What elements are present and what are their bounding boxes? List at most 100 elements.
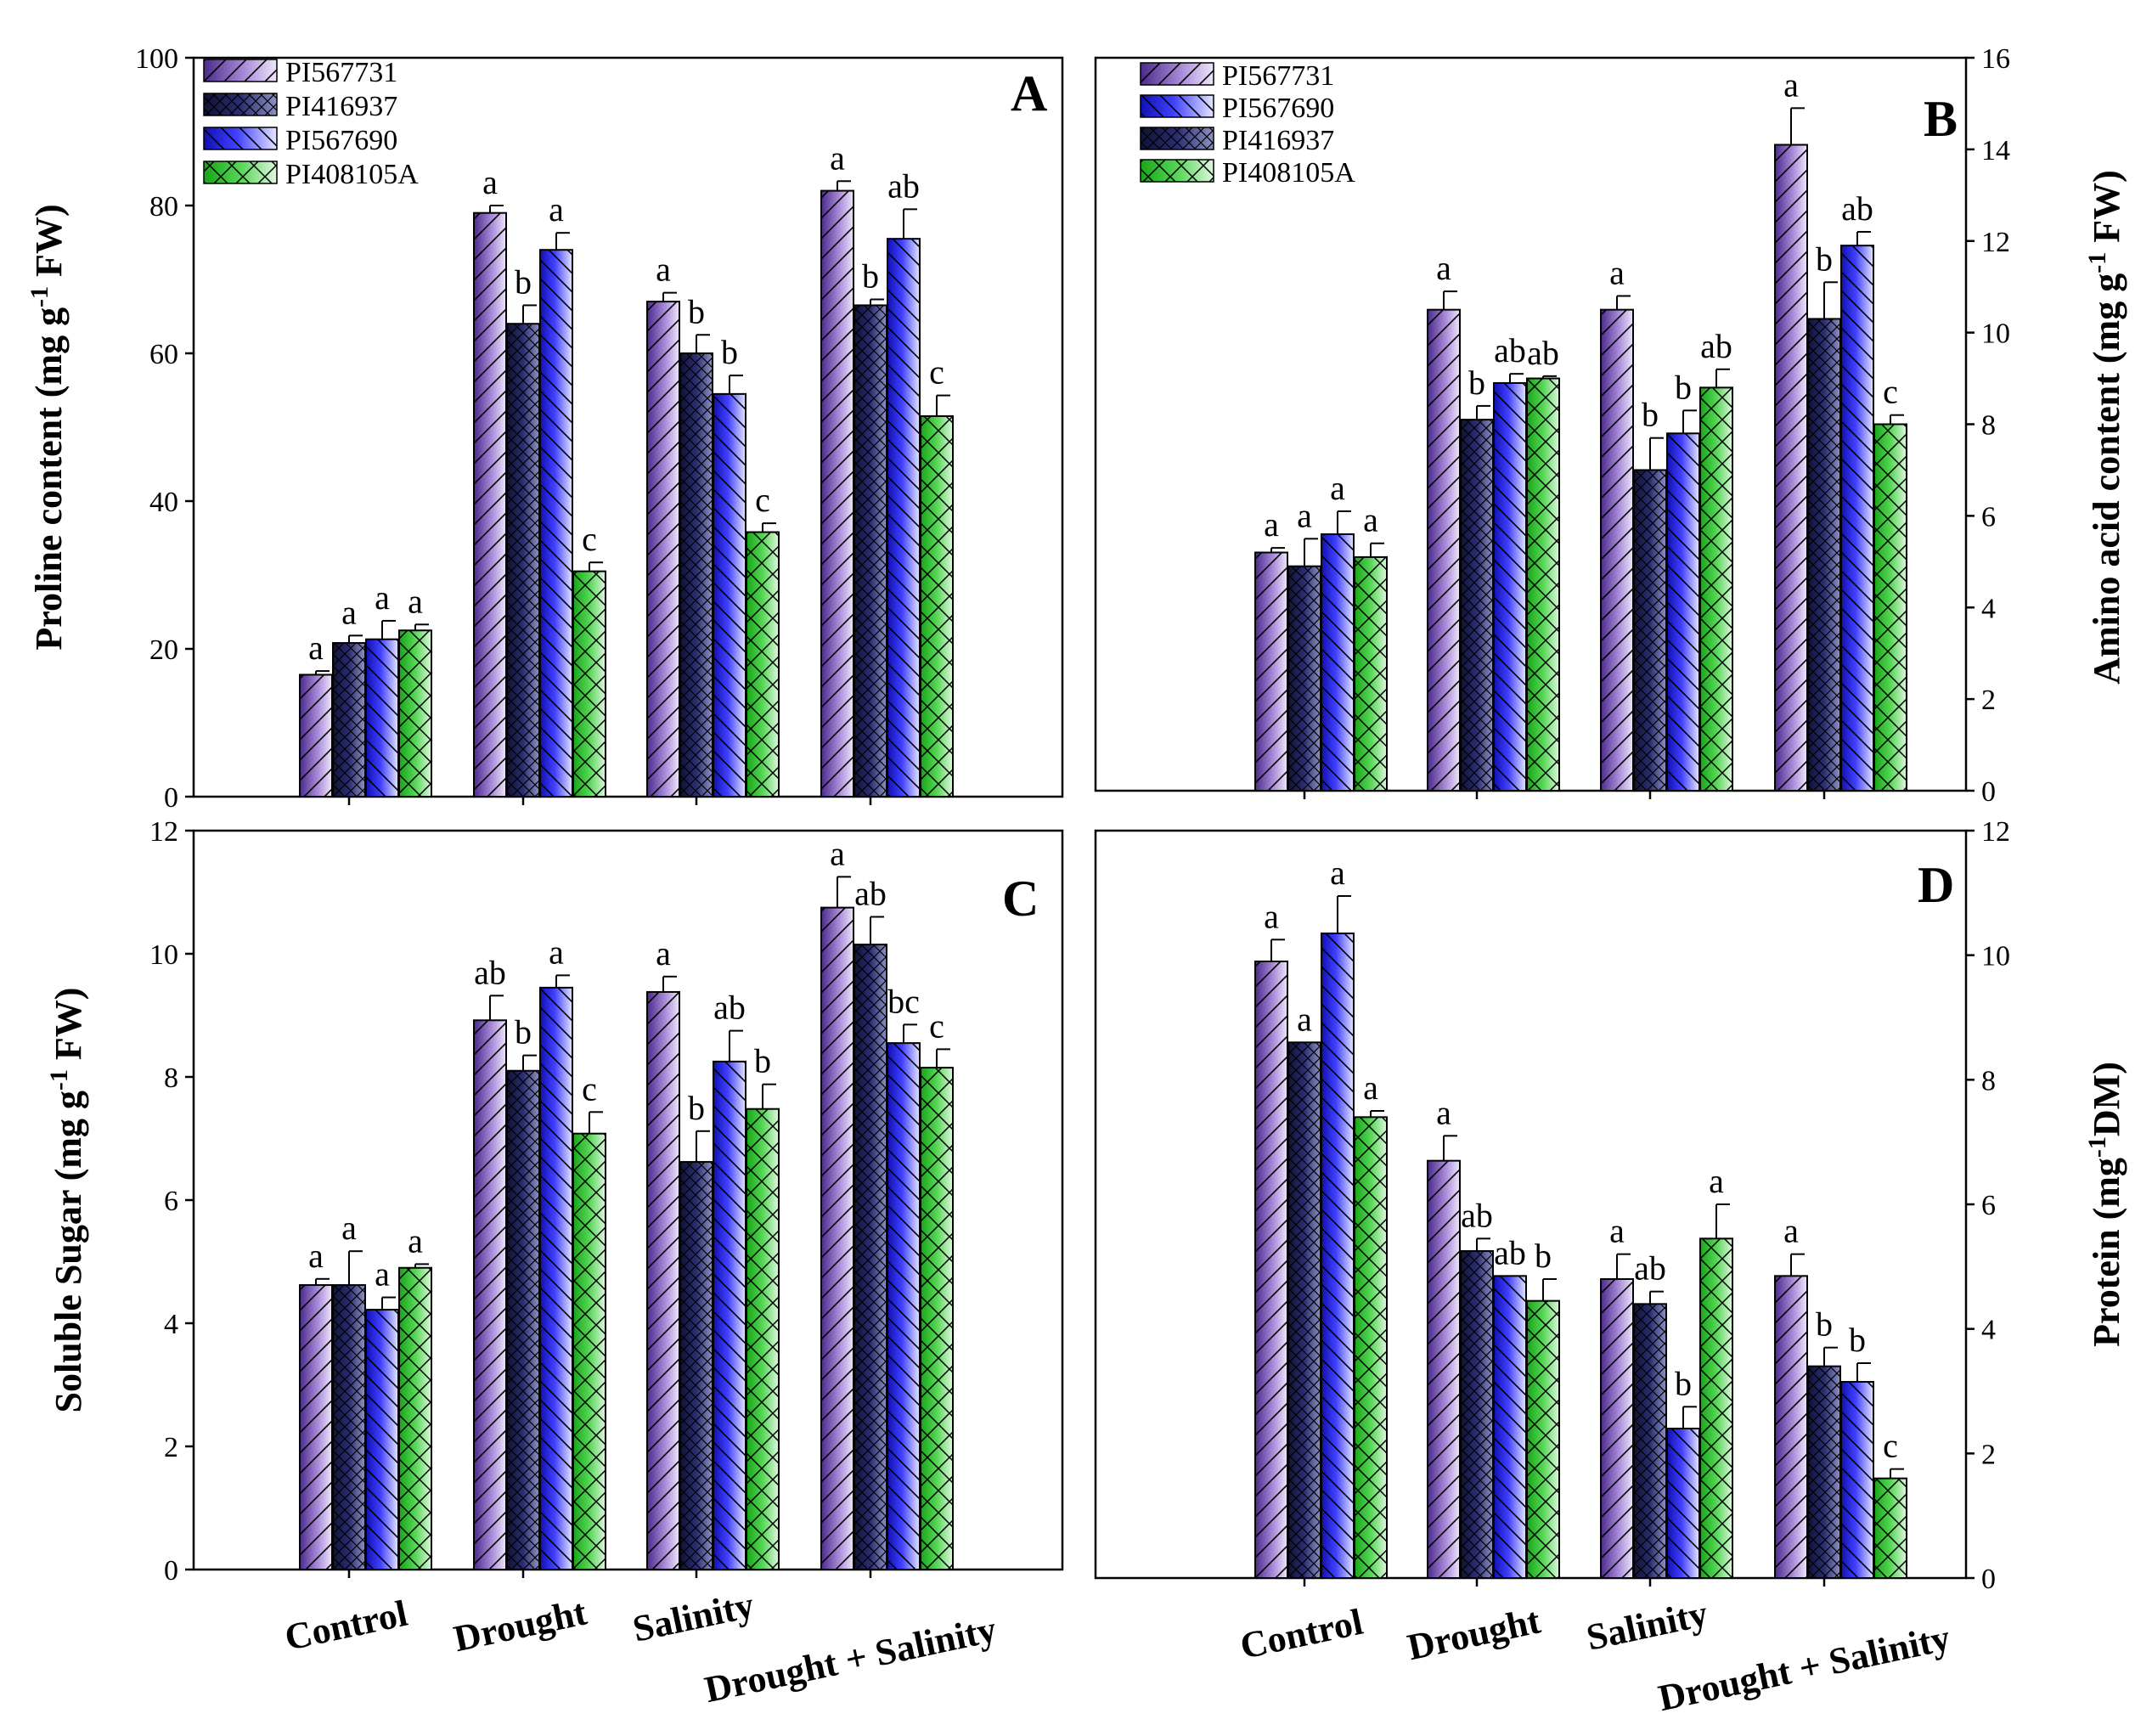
bar-hatch [1493,1275,1527,1580]
panel-a-significance-letter: c [755,481,770,519]
bar-hatch [473,1019,507,1571]
panel-d-bar-pi567731-control [1254,938,1288,1579]
bar-hatch [473,211,507,798]
panel-b-bar-pi567731-salinity [1600,295,1634,792]
bar-hatch [1699,386,1733,792]
panel-c-bar-pi567731-control [299,1277,333,1571]
panel-c-bar-pi567731-salinity [646,975,680,1570]
bar-hatch [1666,432,1700,792]
panel-c-bar-pi416937-salinity [679,1130,713,1571]
panel-d-bar-pi408105a-control [1354,1110,1388,1580]
bar-hatch [365,638,399,798]
legend-label: PI567731 [285,57,397,88]
panel-a-y-tick-label: 60 [149,339,178,370]
panel-b-bar-pi408105a-control [1354,542,1388,792]
panel-d-y-tick-label: 2 [1981,1439,1996,1470]
panel-d-significance-letter: b [1675,1364,1692,1402]
panel-a-bar-pi416937-drought [506,304,540,798]
bar-hatch [746,531,780,798]
legend-swatch [1140,127,1214,150]
panel-b-bar-pi416937-control [1287,538,1321,792]
panel-c-bar-pi416937-drought [506,1054,540,1570]
bar-hatch [746,1108,780,1570]
bar-hatch [679,352,713,798]
bar-hatch [1427,308,1461,792]
panel-a-significance-letter: a [375,578,390,617]
panel-b-significance-letter: c [1883,373,1898,411]
panel-d-letter: D [1918,857,1954,913]
legend-swatch [203,59,278,82]
panel-c-significance-letter: ab [474,953,506,991]
panel-a-significance-letter: a [308,628,324,667]
panel-d-y-tick-label: 12 [1981,816,2010,848]
legend-swatch [1140,159,1214,183]
bar-hatch [1460,1250,1494,1579]
panel-d-bar-pi416937-salinity [1633,1290,1667,1580]
panel-c-bar-pi567690-control [365,1296,399,1571]
panel-b-significance-letter: a [1436,249,1451,287]
panel-c-bar-pi567690-drought-salinity [887,1023,921,1570]
panel-c-bar-pi408105a-drought-salinity [920,1048,954,1570]
legend-label: PI408105A [285,159,419,190]
panel-a-significance-letter: b [688,292,705,330]
legend-label: PI567731 [1222,60,1334,92]
legend-swatch [203,127,278,150]
bar-hatch [1600,308,1634,792]
panel-c-significance-letter: a [408,1221,423,1260]
bar-hatch [506,323,540,798]
panel-d-bar-pi416937-drought [1460,1237,1494,1579]
panel-a-bar-pi567690-salinity [713,375,746,798]
bar-hatch [1774,1275,1808,1580]
panel-c-bar-pi416937-control [332,1250,366,1571]
panel-c-significance-letter: a [375,1255,390,1294]
bar-hatch [920,1067,954,1570]
bar-hatch [572,1132,606,1570]
panel-a-legend-item: PI416937 [203,91,397,122]
bar-hatch [1807,1365,1841,1579]
bar-hatch [1774,144,1808,792]
panel-d-bar-pi567731-salinity [1600,1253,1634,1579]
panel-c-significance-letter: ab [713,989,746,1027]
panel-c-bar-pi408105a-drought [572,1111,606,1570]
legend-swatch [1140,62,1214,86]
bar-hatch [1287,565,1321,792]
panel-b-bar-pi567731-control [1254,547,1288,792]
panel-a-bar-pi567731-salinity [646,291,680,798]
panel-a-bar-pi408105a-salinity [746,522,780,798]
bar-hatch [1699,1237,1733,1580]
bar-hatch [299,1284,333,1571]
panel-a-bar-pi416937-salinity [679,334,713,798]
panel-a-bar-pi567731-control [299,670,333,798]
panel-b-y-tick-label: 2 [1981,685,1996,716]
panel-d-bar-pi567690-drought-salinity [1840,1362,1874,1579]
bar-hatch [853,304,887,798]
bar-hatch [299,674,333,798]
panel-c-y-axis-label: Soluble Sugar (mg g-1 FW) [45,988,89,1413]
bar-hatch [713,1060,746,1570]
panel-c-bar-pi408105a-control [398,1263,432,1570]
legend-label: PI567690 [285,125,397,156]
panel-a-significance-letter: a [408,582,423,620]
panel-b-y-axis-label: Amino acid content (mg g-1 FW) [2083,170,2127,685]
bar-hatch [646,990,680,1570]
panel-c-bar-pi567690-drought [539,974,573,1570]
panel-c-significance-letter: b [754,1042,771,1080]
panel-a-y-axis-label: Proline content (mg g-1 FW) [25,204,70,650]
panel-b-significance-letter: ab [1700,327,1732,365]
panel-b-bar-pi567690-salinity [1666,409,1700,792]
panel-d-significance-letter: c [1883,1427,1898,1465]
bar-hatch [1666,1428,1700,1579]
plot-layer: 020406080100aaaaabbbaababacccPI567731PI4… [135,43,2010,1719]
panel-a-significance-letter: a [482,163,498,201]
bar-hatch [1840,245,1874,792]
panel-a-significance-letter: a [341,593,357,631]
panel-b-significance-letter: a [1783,65,1799,104]
panel-d-y-tick-label: 8 [1981,1065,1996,1096]
legend-label: PI416937 [1222,125,1334,156]
panel-d-y-tick-label: 0 [1981,1564,1996,1595]
panel-d-significance-letter: a [1363,1068,1378,1107]
bar-hatch [1254,961,1288,1579]
panel-a-significance-letter: a [830,138,845,177]
panel-c-y-tick-label: 12 [149,816,178,848]
panel-b-y-tick-label: 14 [1981,135,2010,166]
